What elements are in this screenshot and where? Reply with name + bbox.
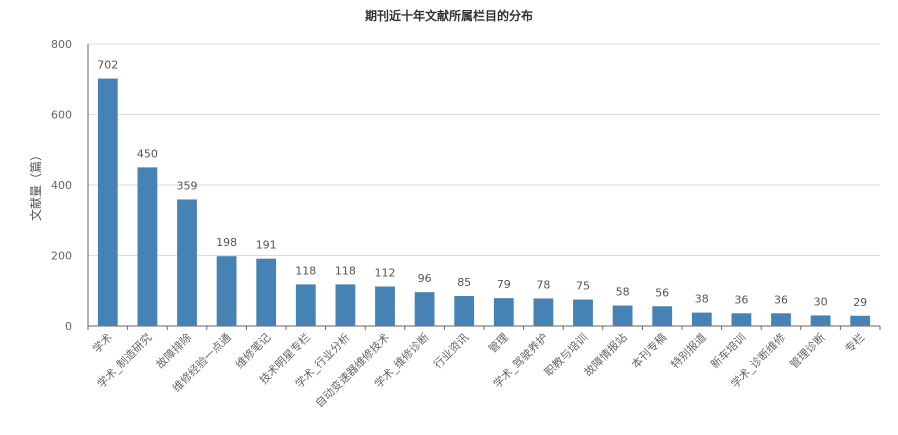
bar [177,199,197,326]
bar [97,78,118,326]
bar [454,296,475,326]
y-tick-label: 800 [51,38,72,51]
x-tick-label: 本刊专稿 [628,330,669,371]
bar [652,306,673,326]
data-label: 79 [497,278,511,291]
data-label: 29 [853,296,867,309]
data-label: 702 [97,59,118,72]
data-label: 58 [616,286,630,299]
bar [612,305,633,326]
data-label: 36 [774,293,788,306]
chart-title: 期刊近十年文献所属栏目的分布 [364,9,533,23]
data-label: 75 [576,280,590,293]
bar [493,298,514,326]
x-tick-label: 特别报道 [668,330,709,371]
data-label: 191 [256,239,277,252]
bar [414,292,435,326]
data-label: 359 [177,179,198,192]
bar [533,298,554,326]
bar [375,286,395,326]
y-tick-label: 0 [65,320,72,333]
bar [256,258,277,326]
data-label: 85 [457,276,471,289]
data-label: 118 [295,264,316,277]
x-tick-label: 学术 [89,330,114,355]
x-tick-label: 管理 [485,330,510,355]
bar [771,313,791,326]
data-label: 38 [695,293,709,306]
bar [731,313,752,326]
bar [335,284,356,326]
bar [691,312,712,326]
data-label: 450 [137,147,158,160]
x-tick-label: 维修笔记 [232,330,273,371]
data-label: 36 [734,293,748,306]
x-tick-label: 故障情报站 [581,330,630,379]
x-tick-label: 管理诊断 [787,330,828,371]
x-tick-label: 行业资讯 [431,331,471,371]
y-axis-title: 文献量（篇） [28,149,43,221]
x-tick-label: 专栏 [842,330,867,355]
data-label: 30 [814,295,828,308]
bar [216,256,237,326]
x-tick-label: 故障排除 [153,330,194,371]
bar [810,315,831,326]
data-label: 78 [536,279,550,292]
y-tick-label: 200 [51,250,72,263]
data-label: 56 [655,286,669,299]
data-label: 118 [335,264,356,277]
bar [137,167,158,326]
data-label: 112 [375,267,396,280]
y-tick-label: 400 [51,179,72,192]
bar [850,315,871,326]
data-label: 198 [216,236,237,249]
y-tick-label: 600 [51,109,72,122]
bar [295,284,316,326]
bar [573,299,593,326]
x-tick-label: 自动变速器维修技术 [312,330,392,410]
x-tick-label: 新车培训 [708,330,749,371]
data-label: 96 [418,272,432,285]
